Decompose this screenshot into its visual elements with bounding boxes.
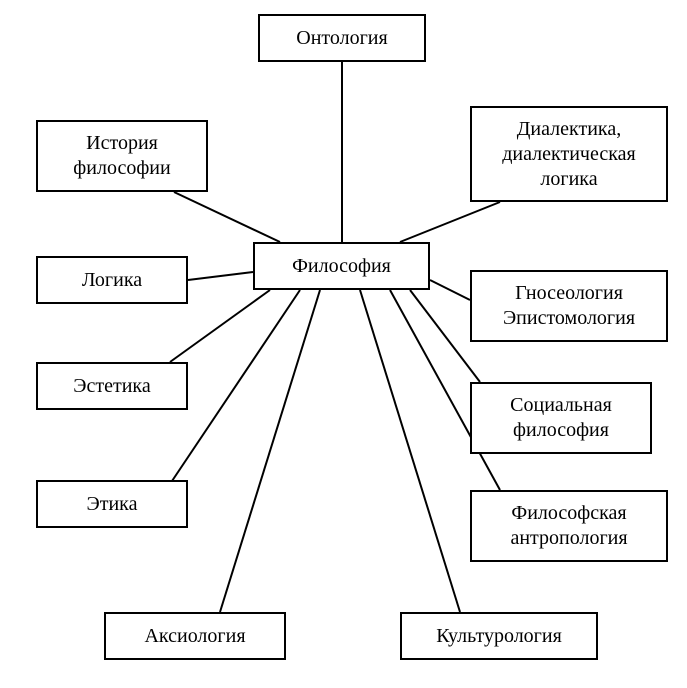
diagram-edges — [0, 0, 687, 688]
node-label: Диалектика, диалектическая логика — [502, 117, 636, 192]
node-gnoseology: Гносеология Эпистомология — [470, 270, 668, 342]
node-label: Философская антропология — [510, 501, 627, 551]
edge — [174, 192, 280, 242]
node-center: Философия — [253, 242, 430, 290]
node-ethics: Этика — [36, 480, 188, 528]
node-anthropology: Философская антропология — [470, 490, 668, 562]
edge — [360, 290, 460, 612]
node-label: Этика — [87, 492, 138, 517]
node-label: Онтология — [296, 26, 387, 51]
node-aesthetics: Эстетика — [36, 362, 188, 410]
node-label: Логика — [82, 268, 142, 293]
edge — [188, 272, 253, 280]
node-history: История философии — [36, 120, 208, 192]
node-label: Социальная философия — [510, 393, 612, 443]
edge — [220, 290, 320, 612]
node-ontology: Онтология — [258, 14, 426, 62]
node-label: История философии — [73, 131, 170, 181]
node-label: Философия — [292, 254, 391, 279]
node-label: Культурология — [436, 624, 562, 649]
edge — [400, 202, 500, 242]
node-social: Социальная философия — [470, 382, 652, 454]
node-label: Эстетика — [73, 374, 150, 399]
node-culturology: Культурология — [400, 612, 598, 660]
edge — [170, 290, 300, 484]
edge — [430, 280, 470, 300]
node-logic: Логика — [36, 256, 188, 304]
node-dialectics: Диалектика, диалектическая логика — [470, 106, 668, 202]
node-axiology: Аксиология — [104, 612, 286, 660]
node-label: Гносеология Эпистомология — [503, 281, 635, 331]
node-label: Аксиология — [144, 624, 245, 649]
